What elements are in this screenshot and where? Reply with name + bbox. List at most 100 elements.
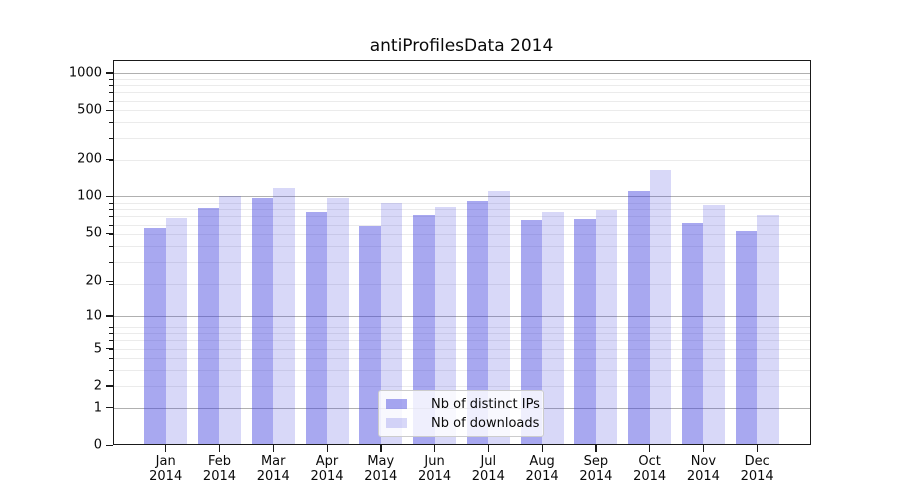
legend-label-distinct-ips: Nb of distinct IPs — [431, 396, 540, 412]
x-tick-year: 2014 — [418, 469, 452, 484]
x-tick-year: 2014 — [740, 469, 774, 484]
y-tick-label-100: 100 — [77, 188, 102, 204]
minor-gridline — [113, 202, 811, 204]
x-tick-year: 2014 — [525, 469, 559, 484]
minor-gridline — [113, 137, 811, 139]
major-gridline — [113, 196, 811, 198]
x-tick-label-feb: Feb 2014 — [191, 454, 247, 485]
y-tick-mark-50 — [106, 232, 113, 235]
bar-downloads-nov — [703, 205, 725, 445]
x-tick-mark-apr — [326, 444, 328, 452]
x-tick-label-mar: Mar 2014 — [245, 454, 301, 485]
bar-distinct-ips-apr — [305, 212, 327, 445]
y-minor-tick-mark — [109, 261, 113, 263]
major-gridline — [113, 72, 811, 74]
y-tick-label-0: 0 — [93, 437, 102, 453]
bar-downloads-feb — [219, 196, 241, 445]
y-minor-tick-mark — [109, 122, 113, 124]
x-tick-year: 2014 — [579, 469, 613, 484]
legend-item-distinct-ips: Nb of distinct IPs — [386, 397, 540, 412]
x-tick-mark-jan — [165, 444, 167, 452]
bar-downloads-oct — [649, 170, 672, 445]
bar-downloads-jan — [165, 217, 188, 445]
x-tick-label-jan: Jan 2014 — [138, 454, 194, 485]
x-tick-label-may: May 2014 — [353, 454, 409, 485]
y-minor-tick-mark — [109, 110, 113, 112]
x-tick-label-sep: Sep 2014 — [568, 454, 624, 485]
bar-distinct-ips-jul — [466, 201, 489, 445]
bar-downloads-mar — [273, 187, 295, 445]
y-minor-tick-mark — [109, 137, 113, 139]
bar-distinct-ips-mar — [251, 198, 274, 445]
x-tick-month: Dec — [744, 453, 770, 469]
y-tick-mark-200 — [106, 158, 113, 161]
minor-gridline — [113, 122, 811, 124]
bar-distinct-ips-feb — [197, 208, 220, 445]
y-minor-tick-mark — [109, 159, 113, 161]
bar-downloads-jun — [434, 207, 457, 445]
minor-gridline — [113, 100, 811, 102]
y-tick-label-500: 500 — [77, 102, 102, 118]
x-tick-month: Jul — [480, 453, 497, 469]
x-tick-mark-aug — [541, 444, 543, 452]
y-minor-tick-mark — [109, 246, 113, 248]
y-tick-label-10: 10 — [85, 308, 102, 324]
y-minor-tick-mark — [109, 216, 113, 218]
y-minor-tick-mark — [109, 234, 113, 236]
y-tick-mark-0 — [106, 444, 113, 446]
x-tick-year: 2014 — [686, 469, 720, 484]
x-tick-year: 2014 — [256, 469, 290, 484]
y-minor-tick-mark — [109, 78, 113, 80]
y-tick-mark-100 — [106, 195, 113, 198]
y-minor-tick-mark — [109, 209, 113, 211]
x-tick-month: Feb — [207, 453, 231, 469]
legend-label-downloads: Nb of downloads — [431, 415, 540, 431]
x-tick-mark-nov — [702, 444, 705, 452]
x-tick-month: Mar — [260, 453, 286, 469]
x-tick-month: Aug — [529, 453, 555, 469]
legend-item-downloads: Nb of downloads — [386, 416, 539, 431]
y-tick-label-1: 1 — [93, 400, 102, 416]
y-minor-tick-mark — [109, 326, 113, 328]
y-tick-label-1000: 1000 — [68, 65, 102, 81]
legend: Nb of distinct IPs Nb of downloads — [378, 390, 544, 437]
x-tick-year: 2014 — [471, 469, 505, 484]
y-tick-mark-1000 — [106, 72, 113, 74]
y-tick-mark-10 — [106, 315, 113, 317]
x-tick-month: May — [367, 453, 395, 469]
x-tick-label-oct: Oct 2014 — [622, 454, 678, 485]
x-tick-mark-jul — [487, 444, 490, 452]
bar-distinct-ips-jun — [413, 215, 435, 445]
x-tick-mark-may — [380, 444, 382, 452]
bar-distinct-ips-aug — [520, 220, 543, 445]
bar-downloads-aug — [542, 211, 564, 445]
minor-gridline — [113, 92, 811, 94]
x-tick-mark-jun — [434, 444, 436, 452]
x-tick-month: Oct — [638, 453, 661, 469]
bar-distinct-ips-may — [359, 226, 381, 445]
minor-gridline — [113, 159, 811, 161]
bar-downloads-sep — [595, 209, 618, 445]
x-tick-label-apr: Apr 2014 — [299, 454, 355, 485]
x-tick-label-jul: Jul 2014 — [460, 454, 516, 485]
x-tick-month: Apr — [315, 453, 339, 469]
x-tick-month: Jun — [424, 453, 445, 469]
bar-distinct-ips-oct — [628, 191, 650, 445]
y-tick-label-200: 200 — [77, 151, 102, 167]
y-tick-mark-1 — [106, 407, 113, 409]
y-minor-tick-mark — [109, 348, 113, 350]
y-minor-tick-mark — [109, 385, 113, 387]
x-tick-mark-sep — [595, 444, 597, 452]
y-minor-tick-mark — [109, 358, 113, 360]
x-tick-label-dec: Dec 2014 — [729, 454, 785, 485]
bar-downloads-may — [380, 203, 403, 445]
legend-swatch-distinct-ips — [386, 399, 407, 409]
bar-downloads-jul — [488, 191, 510, 445]
bar-distinct-ips-sep — [574, 219, 596, 445]
x-tick-month: Sep — [583, 453, 609, 469]
y-tick-mark-20 — [106, 280, 113, 282]
minor-gridline — [113, 78, 811, 80]
x-tick-year: 2014 — [633, 469, 667, 484]
y-minor-tick-mark — [109, 100, 113, 102]
